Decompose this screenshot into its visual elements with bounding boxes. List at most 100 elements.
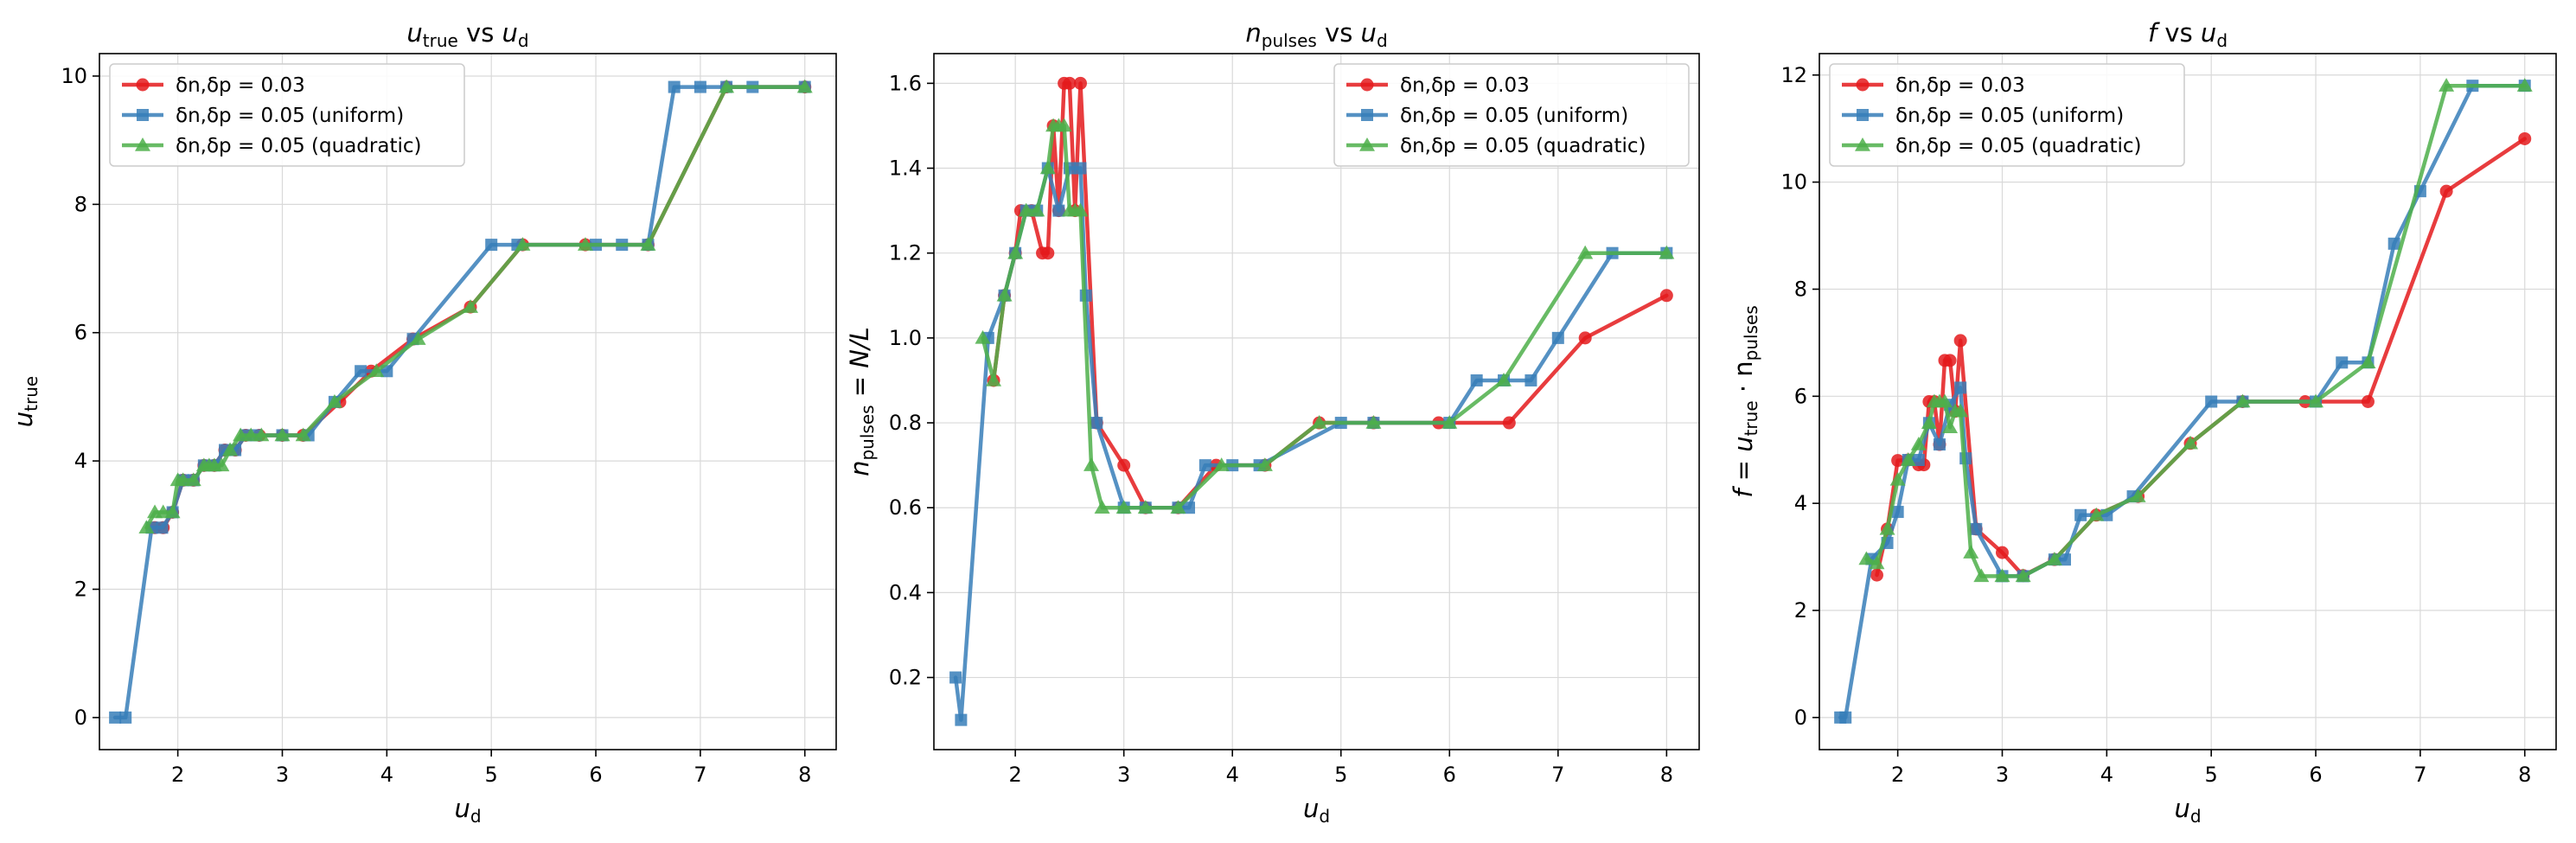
- data-point: [380, 365, 393, 378]
- legend-label: δn,δp = 0.03: [1895, 74, 2025, 97]
- data-point: [368, 363, 385, 378]
- legend-marker: [135, 137, 150, 151]
- data-point: [2308, 393, 2324, 408]
- y-tick-label: 6: [74, 321, 87, 345]
- data-point: [949, 671, 962, 684]
- data-point: [719, 79, 735, 93]
- y-tick-label: 0.8: [889, 411, 922, 435]
- data-point: [1659, 245, 1675, 259]
- data-point: [2336, 356, 2349, 369]
- x-tick-label: 2: [171, 763, 184, 787]
- y-tick-label: 2: [1794, 598, 1807, 623]
- data-point: [1090, 417, 1103, 430]
- x-tick-label: 5: [485, 763, 498, 787]
- data-point: [175, 472, 191, 487]
- data-point: [1063, 76, 1077, 90]
- data-point: [2387, 237, 2400, 250]
- legend-entry-2: δn,δp = 0.05 (uniform): [122, 105, 404, 127]
- legend-entry-2: δn,δp = 0.05 (uniform): [1842, 105, 2124, 127]
- x-tick-label: 4: [2100, 763, 2113, 787]
- data-point: [986, 372, 1002, 386]
- data-point: [2046, 552, 2062, 565]
- data-point: [1525, 374, 1537, 386]
- chart-title: npulses vs ud: [1245, 18, 1387, 51]
- x-axis-label: ud: [454, 794, 481, 827]
- data-point: [164, 504, 181, 519]
- data-point: [1029, 202, 1045, 217]
- series-line: [112, 85, 807, 720]
- legend-marker: [1855, 137, 1870, 151]
- legend-entry-3: δn,δp = 0.05 (quadratic): [122, 135, 421, 157]
- chart-title: utrue vs ud: [406, 18, 528, 51]
- data-point: [1858, 551, 1875, 565]
- data-point: [975, 329, 991, 344]
- data-point: [1083, 457, 1100, 471]
- data-point: [1953, 403, 1969, 418]
- data-point: [668, 80, 681, 93]
- chart-title: f vs ud: [2148, 18, 2228, 51]
- data-point: [1578, 331, 1592, 345]
- data-point: [1900, 451, 1916, 466]
- data-point: [1007, 245, 1024, 259]
- series-line: [953, 166, 1669, 722]
- data-point: [1912, 453, 1925, 466]
- x-tick-label: 8: [1660, 763, 1673, 787]
- legend-entry-1: δn,δp = 0.03: [1842, 74, 2025, 97]
- data-point: [185, 472, 201, 487]
- data-point: [1973, 568, 1990, 583]
- data-point: [2205, 395, 2218, 408]
- y-tick-label: 4: [74, 449, 87, 473]
- data-point: [295, 427, 311, 442]
- data-point: [1937, 393, 1953, 408]
- data-point: [577, 237, 593, 251]
- legend-entry-3: δn,δp = 0.05 (quadratic): [1346, 135, 1646, 157]
- data-point: [1496, 372, 1512, 386]
- data-point: [1870, 568, 1883, 582]
- data-point: [1933, 438, 1946, 451]
- data-point: [1869, 555, 1885, 570]
- series-3: [975, 118, 1675, 514]
- data-point: [326, 393, 342, 408]
- data-point: [2361, 395, 2375, 408]
- data-point: [1551, 331, 1564, 344]
- data-point: [1052, 204, 1065, 217]
- data-point: [1365, 415, 1382, 429]
- data-point: [1117, 458, 1131, 472]
- y-tick-label: 0: [74, 706, 87, 730]
- data-point: [2516, 78, 2533, 92]
- x-tick-label: 5: [1334, 763, 1347, 787]
- data-point: [1970, 522, 1983, 535]
- data-point: [796, 79, 813, 93]
- grid: [1819, 54, 2556, 750]
- data-point: [1910, 437, 1927, 450]
- data-point: [1470, 374, 1483, 386]
- data-point: [253, 427, 270, 442]
- series-3: [138, 79, 813, 534]
- x-tick-label: 7: [694, 763, 706, 787]
- data-point: [2518, 131, 2532, 145]
- legend-label: δn,δp = 0.05 (quadratic): [176, 135, 421, 157]
- legend-marker: [1857, 109, 1869, 121]
- legend-marker: [1359, 137, 1375, 151]
- data-point: [1039, 160, 1056, 175]
- data-point: [1170, 500, 1186, 514]
- data-point: [1213, 457, 1230, 471]
- x-tick-label: 7: [1551, 763, 1564, 787]
- chart-panel-1: 2 3 4 5 6 7 8 0 2 4 6 8 10 utrue vs ud ud utrue δn,δp = …: [9, 18, 837, 827]
- data-point: [1137, 500, 1154, 514]
- data-point: [2015, 568, 2031, 583]
- y-tick-label: 1.0: [889, 326, 922, 350]
- plot-frame: [1819, 53, 2557, 750]
- chart-panel-2: 2 3 4 5 6 7 8 0.2 0.4 0.6 0.8 1.0 1.2 1.4 1.6 npulses v…: [845, 18, 1700, 827]
- legend-entry-1: δn,δp = 0.03: [1346, 74, 1530, 97]
- series-2: [949, 162, 1673, 726]
- data-point: [2439, 78, 2455, 92]
- y-tick-label: 4: [1794, 491, 1807, 515]
- data-point: [463, 299, 479, 313]
- y-tick-label: 8: [1794, 277, 1807, 301]
- x-tick-label: 6: [589, 763, 602, 787]
- legend-marker: [136, 78, 150, 92]
- data-point: [1041, 246, 1055, 260]
- y-tick-label: 0: [1794, 706, 1807, 730]
